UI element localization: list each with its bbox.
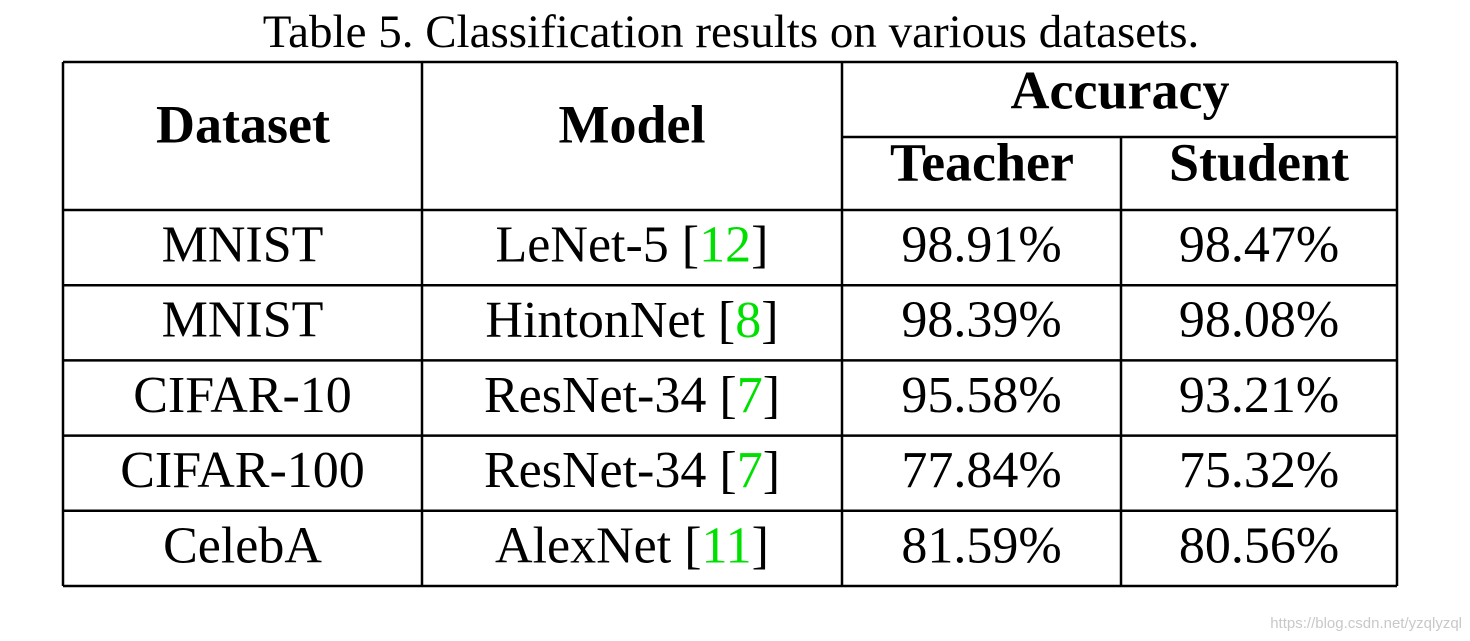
student-cell: 93.21%	[1179, 367, 1339, 424]
header-accuracy: Accuracy	[1011, 60, 1230, 120]
model-text: ]	[763, 367, 780, 424]
student-cell: 98.47%	[1179, 217, 1339, 274]
model-cell: ResNet-34 [7]	[484, 367, 780, 424]
dataset-cell: CIFAR-10	[133, 367, 352, 424]
header-student: Student	[1169, 132, 1349, 192]
model-cell: HintonNet [8]	[485, 292, 778, 349]
dataset-cell: CIFAR-100	[120, 442, 365, 499]
model-text: AlexNet [	[495, 517, 701, 574]
student-cell: 98.08%	[1179, 292, 1339, 349]
model-text: ]	[763, 442, 780, 499]
teacher-cell: 77.84%	[901, 442, 1061, 499]
citation[interactable]: 8	[735, 292, 761, 349]
model-text: ]	[761, 292, 778, 349]
teacher-cell: 98.39%	[901, 292, 1061, 349]
dataset-cell: CelebA	[163, 517, 322, 574]
student-cell: 80.56%	[1179, 517, 1339, 574]
dataset-cell: MNIST	[162, 217, 324, 274]
caption: Table 5. Classification results on vario…	[263, 6, 1200, 58]
model-text: HintonNet [	[485, 292, 735, 349]
citation[interactable]: 7	[737, 367, 763, 424]
teacher-cell: 98.91%	[901, 217, 1061, 274]
teacher-cell: 81.59%	[901, 517, 1061, 574]
model-text: ResNet-34 [	[484, 442, 737, 499]
model-cell: AlexNet [11]	[495, 517, 769, 574]
dataset-cell: MNIST	[162, 292, 324, 349]
model-cell: LeNet-5 [12]	[496, 217, 769, 274]
teacher-cell: 95.58%	[901, 367, 1061, 424]
model-text: ]	[751, 217, 768, 274]
watermark: https://blog.csdn.net/yzqlyzql	[1270, 615, 1462, 632]
header-dataset: Dataset	[156, 94, 330, 154]
citation[interactable]: 11	[702, 517, 752, 574]
citation[interactable]: 7	[737, 442, 763, 499]
student-cell: 75.32%	[1179, 442, 1339, 499]
model-text: LeNet-5 [	[496, 217, 700, 274]
model-text: ]	[752, 517, 769, 574]
header-model: Model	[559, 94, 706, 154]
model-text: ResNet-34 [	[484, 367, 737, 424]
header-teacher: Teacher	[890, 132, 1074, 192]
model-cell: ResNet-34 [7]	[484, 442, 780, 499]
citation[interactable]: 12	[699, 217, 751, 274]
